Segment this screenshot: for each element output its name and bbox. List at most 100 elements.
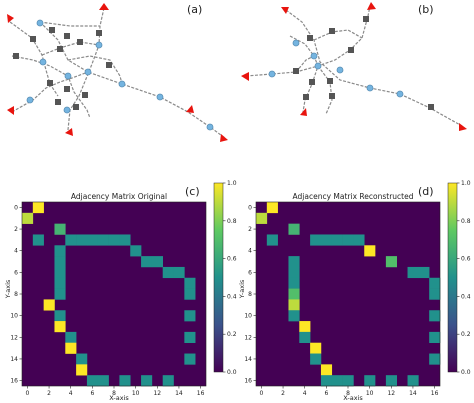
x-ticks: 0 2 4 6 8 10 12 14 16 — [25, 386, 205, 397]
heatmap-cell — [364, 375, 376, 387]
square-node — [329, 28, 335, 34]
heatmap-cell — [184, 277, 196, 289]
colorbar: 0.0 0.2 0.4 0.6 0.8 1.0 — [447, 180, 471, 376]
colorbar-tick-label: 0.2 — [461, 331, 471, 338]
graph-b-circle-nodes — [268, 39, 404, 98]
x-tick-label: 10 — [132, 390, 140, 397]
circle-node — [84, 68, 92, 76]
heatmap-cell — [429, 331, 441, 343]
heatmap-background — [256, 202, 440, 386]
heatmap-cell — [119, 234, 131, 246]
heatmap-cell — [130, 245, 142, 257]
heatmap-cell — [108, 234, 120, 246]
heatmap-cell — [65, 342, 77, 354]
heatmap-cell — [429, 310, 441, 322]
x-tick-label: 6 — [324, 390, 328, 397]
circle-node — [310, 52, 318, 60]
x-tick-label: 14 — [409, 390, 417, 397]
heatmap-cell — [353, 234, 365, 246]
endpoint-marker — [65, 128, 73, 136]
y-tick-label: 12 — [10, 334, 18, 341]
heatmap-cells — [255, 201, 441, 387]
endpoint-marker — [7, 14, 14, 23]
square-node — [64, 33, 70, 39]
square-node — [348, 47, 354, 53]
endpoint-marker — [220, 134, 228, 142]
heatmap-cell — [342, 375, 354, 387]
heatmap-cell — [331, 234, 343, 246]
heatmap-reconstructed: Adjacency Matrix Reconstructed 0 2 4 6 8 10 12… — [238, 180, 471, 402]
heatmap-cell — [407, 266, 419, 279]
endpoint-marker — [281, 7, 289, 14]
colorbar-tick-label: 0.6 — [227, 256, 237, 263]
heatmap-cell — [54, 277, 66, 289]
circle-node — [26, 96, 34, 104]
heatmap-cell — [331, 375, 343, 387]
graph-a-endpoints — [7, 3, 228, 142]
y-tick-label: 2 — [14, 226, 18, 233]
square-node — [327, 78, 333, 84]
heatmap-cell — [76, 234, 88, 246]
square-node — [106, 62, 112, 68]
heatmap-cell — [76, 364, 88, 376]
colorbar-tick-label: 1.0 — [461, 180, 471, 187]
y-tick-label: 6 — [248, 269, 252, 276]
heatmap-cell — [429, 288, 441, 300]
circle-node — [36, 19, 44, 27]
square-node — [77, 39, 83, 45]
y-tick-label: 10 — [10, 313, 18, 320]
x-tick-label: 16 — [431, 390, 439, 397]
circle-node — [95, 41, 103, 49]
heatmap-cell — [288, 277, 300, 289]
circle-node — [314, 62, 322, 70]
colorbar-tick-label: 0.0 — [461, 369, 471, 376]
heatmap-cell — [65, 234, 77, 246]
colorbar-tick-label: 1.0 — [227, 180, 237, 187]
heatmap-cells — [21, 201, 207, 387]
heatmap-background — [22, 202, 206, 386]
heatmap-cell — [76, 353, 88, 365]
circle-node — [156, 93, 164, 101]
x-tick-label: 8 — [112, 390, 116, 397]
heatmap-cell — [342, 234, 354, 246]
endpoint-marker — [367, 2, 376, 10]
heatmap-cell — [184, 310, 196, 322]
heatmap-original: Adjacency Matrix Original 0 2 4 6 8 10 12 14 16 … — [4, 180, 237, 402]
heatmap-cell — [299, 321, 311, 333]
circle-node — [336, 66, 344, 74]
y-axis-label: Y-axis — [238, 279, 246, 299]
graph-a — [7, 3, 228, 142]
heatmap-cell — [310, 353, 322, 365]
y-tick-label: 2 — [248, 226, 252, 233]
graph-a-circle-nodes — [26, 19, 214, 131]
y-tick-label: 4 — [14, 248, 18, 255]
heatmap-cell — [173, 266, 185, 279]
colorbar-tick-label: 0.8 — [227, 218, 237, 225]
heatmap-cell — [54, 288, 66, 300]
graph-edge — [39, 21, 100, 27]
heatmap-cell — [65, 331, 77, 343]
graph-b — [241, 2, 467, 131]
heatmap-cell — [54, 310, 66, 322]
heatmap-cell — [288, 266, 300, 279]
heatmap-cell — [288, 310, 300, 322]
y-tick-label: 12 — [244, 334, 252, 341]
heatmap-cell — [184, 353, 196, 365]
heatmap-cell — [32, 202, 44, 214]
circle-node — [396, 90, 404, 98]
heatmap-title: Adjacency Matrix Reconstructed — [293, 192, 414, 201]
heatmap-cell — [266, 234, 278, 246]
heatmap-cell — [418, 266, 430, 279]
y-ticks: 0 2 4 6 8 10 12 14 16 — [10, 204, 22, 385]
circle-node — [63, 106, 71, 114]
square-node — [293, 68, 299, 74]
heatmap-cell — [385, 256, 397, 268]
y-tick-label: 14 — [244, 356, 252, 363]
square-node — [13, 53, 19, 59]
graph-edge — [67, 55, 123, 85]
square-node — [57, 46, 63, 52]
colorbar-tick-label: 0.6 — [461, 256, 471, 263]
colorbar: 0.0 0.2 0.4 0.6 0.8 1.0 — [213, 180, 237, 376]
heatmap-cell — [385, 375, 397, 387]
